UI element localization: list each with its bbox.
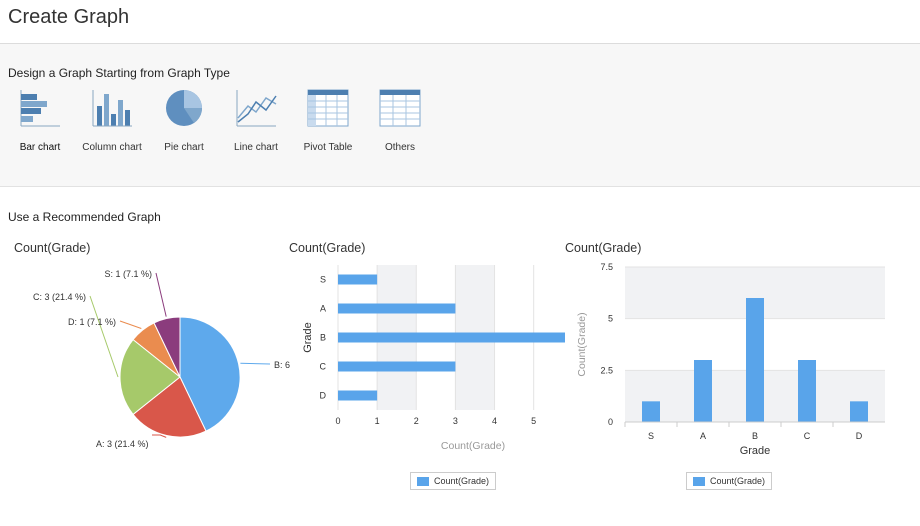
graph-type-label: Bar chart [19, 142, 61, 153]
page-title: Create Graph [8, 6, 130, 28]
column-x-tick: S [648, 431, 654, 441]
column-bar-c [798, 360, 816, 422]
pie-label-s: S: 1 (7.1 %) [104, 269, 152, 279]
recommended-section: Use a Recommended Graph Count(Grade) B: … [0, 187, 920, 526]
hbar-chart-title: Count(Grade) [289, 241, 366, 255]
pie-slice-c [119, 338, 181, 416]
graph-type-pie-chart[interactable]: Pie chart [148, 88, 220, 153]
hbar-x-tick: 5 [531, 416, 536, 426]
hbar-bar-s [338, 274, 378, 285]
hbar-y-axis-label: Grade [302, 322, 314, 353]
column-y-tick: 0 [608, 417, 613, 427]
hbar-x-tick: 4 [492, 416, 497, 426]
graph-type-column-chart[interactable]: Column chart [76, 88, 148, 153]
column-bar-d [850, 401, 868, 422]
hbar-x-axis-label: Count(Grade) [441, 440, 505, 452]
hbar-y-tick: A [320, 304, 326, 314]
hbar-bar-b [338, 332, 565, 343]
pie-leader-line [155, 272, 167, 317]
legend-swatch [693, 476, 705, 486]
pie-label-d: D: 1 (7.1 %) [68, 317, 116, 327]
graph-type-label: Column chart [82, 142, 142, 153]
legend-label: Count(Grade) [710, 476, 766, 486]
bar-chart-icon [20, 90, 60, 127]
legend-label: Count(Grade) [434, 476, 490, 486]
hbar-x-tick: 0 [335, 416, 340, 426]
hbar-x-tick: 3 [453, 416, 458, 426]
pie-label-c: C: 3 (21.4 %) [33, 292, 86, 302]
hbar-bar-d [338, 390, 378, 401]
graph-type-label: Others [384, 142, 415, 153]
column-y-axis-label: Count(Grade) [576, 312, 588, 376]
section-title-design: Design a Graph Starting from Graph Type [8, 66, 230, 80]
graph-type-bar-chart[interactable]: Bar chart [4, 88, 76, 153]
pie-slice-s [153, 316, 181, 378]
column-x-tick: B [752, 431, 758, 441]
graph-type-others[interactable]: Others [364, 88, 436, 153]
pie-slice-a [132, 376, 207, 438]
column-bar-b [746, 298, 764, 422]
column-x-axis-label: Grade [740, 445, 771, 457]
column-y-tick: 7.5 [600, 262, 613, 272]
pie-chart-title: Count(Grade) [14, 241, 91, 255]
hbar-legend[interactable]: Count(Grade) [410, 472, 497, 490]
hbar-x-tick: 2 [414, 416, 419, 426]
column-bar-a [694, 360, 712, 422]
table-icon [379, 89, 421, 127]
hbar-y-tick: C [320, 362, 327, 372]
hbar-y-tick: S [320, 275, 326, 285]
graph-type-pivot-table[interactable]: Pivot Table [292, 88, 364, 153]
column-x-tick: C [804, 431, 811, 441]
hbar-bar-a [338, 303, 456, 314]
column-y-tick: 5 [608, 314, 613, 324]
column-bar-s [642, 401, 660, 422]
pie-leader-line [152, 434, 167, 438]
pie-label-b: B: 6 [274, 360, 290, 370]
column-chart-title: Count(Grade) [565, 241, 642, 255]
graph-type-section: Design a Graph Starting from Graph Type … [0, 44, 920, 187]
legend-swatch [417, 476, 429, 486]
column-x-tick: A [700, 431, 706, 441]
pivot-table-icon [307, 89, 349, 127]
pie-leader-line [89, 295, 119, 378]
hbar-bar-c [338, 361, 456, 372]
line-chart-icon [236, 90, 277, 127]
graph-type-label: Line chart [234, 142, 278, 153]
pie-slice-b [179, 316, 241, 432]
pie-leader-line [119, 320, 142, 329]
title-bar: Create Graph [0, 0, 920, 44]
graph-type-label: Pie chart [164, 142, 204, 153]
column-y-tick: 2.5 [600, 365, 613, 375]
hbar-x-tick: 1 [375, 416, 380, 426]
graph-type-label: Pivot Table [303, 142, 353, 153]
pie-label-a: A: 3 (21.4 %) [96, 439, 149, 449]
pie-chart-icon [166, 90, 203, 126]
column-chart[interactable]: 0 2.5 5 7.5 S A B C D Grade Count(Grade) [565, 257, 890, 462]
column-x-tick: D [856, 431, 863, 441]
horizontal-bar-chart[interactable]: 0 1 2 3 4 5 S A B C D Count(Grade) Grade [295, 257, 565, 462]
hbar-y-tick: D [320, 391, 327, 401]
pie-leader-line [240, 362, 271, 365]
pie-chart[interactable]: B: 6 A: 3 (21.4 %) C: 3 (21.4 %) D: 1 (7.1 … [0, 267, 295, 512]
section-title-recommended: Use a Recommended Graph [8, 210, 161, 224]
column-chart-icon [92, 90, 132, 127]
graph-type-line-chart[interactable]: Line chart [220, 88, 292, 153]
hbar-y-tick: B [320, 333, 326, 343]
column-legend[interactable]: Count(Grade) [686, 472, 773, 490]
